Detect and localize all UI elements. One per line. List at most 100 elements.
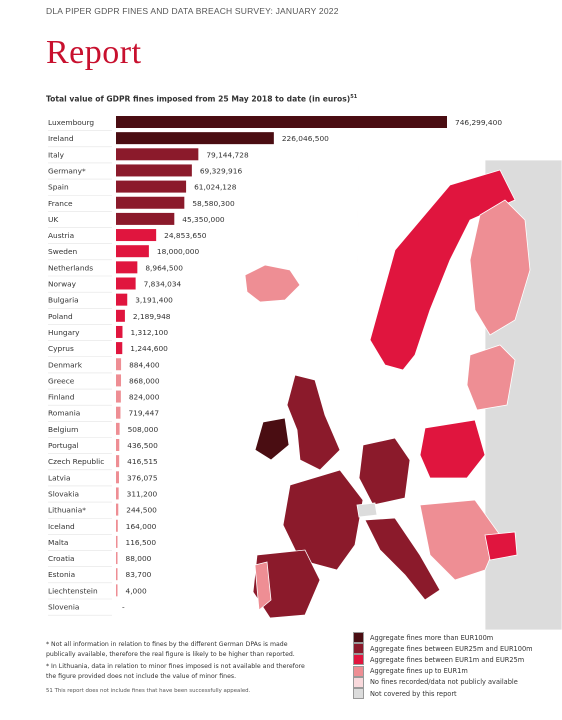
category-label-italy: Italy [48, 150, 65, 159]
category-label-austria: Austria [48, 231, 74, 240]
bar-sweden [116, 245, 149, 258]
category-label-germany: Germany* [48, 166, 86, 175]
value-label-estonia: 83,700 [126, 570, 152, 579]
footnote-lithuania: * In Lithuania, data in relation to mino… [46, 663, 305, 680]
category-label-czech-republic: Czech Republic [48, 457, 104, 466]
value-label-liechtenstein: 4,000 [126, 586, 147, 595]
bar-bulgaria [116, 293, 128, 306]
map-country-switzerland [356, 502, 378, 518]
bar-uk [116, 212, 175, 225]
value-label-germany: 69,329,916 [200, 166, 243, 175]
bar-spain [116, 180, 187, 193]
bar-croatia [116, 552, 118, 565]
legend-label: Not covered by this report [370, 689, 457, 698]
subtitle-text: Total value of GDPR fines imposed from 2… [46, 94, 351, 104]
legend-swatch [353, 688, 364, 700]
bar-portugal [116, 439, 120, 451]
legend-swatch [353, 632, 364, 644]
category-label-slovakia: Slovakia [48, 489, 79, 498]
value-label-italy: 79,144,728 [206, 150, 249, 159]
value-label-iceland: 164,000 [126, 522, 157, 531]
bar-latvia [116, 471, 119, 484]
category-label-croatia: Croatia [48, 554, 75, 563]
value-label-lithuania: 244,500 [126, 506, 157, 515]
page-title: Report [46, 34, 142, 71]
legend-item-above-100m: Aggregate fines more than EUR100m [353, 632, 533, 644]
bar-italy [116, 148, 199, 161]
legend-label: Aggregate fines between EUR1m and EUR25m [370, 655, 525, 664]
legend-label: Aggregate fines between EUR25m and EUR10… [370, 644, 533, 653]
bar-romania [116, 406, 121, 419]
bar-estonia [116, 568, 118, 581]
value-label-ireland: 226,046,500 [282, 134, 329, 143]
legend-label: Aggregate fines more than EUR100m [370, 633, 494, 642]
map-country-finland [469, 199, 531, 336]
legend-swatch [353, 654, 364, 666]
bar-germany [116, 164, 192, 177]
category-label-hungary: Hungary [48, 328, 80, 337]
value-label-latvia: 376,075 [127, 473, 158, 482]
europe-map [245, 160, 562, 630]
legend-item-no-fines: No fines recorded/data not publicly avai… [353, 676, 533, 688]
map-country-ireland [254, 417, 290, 461]
map-country-bulgaria [484, 531, 518, 561]
value-label-slovakia: 311,200 [127, 489, 158, 498]
bar-hungary [116, 325, 123, 338]
value-label-belgium: 508,000 [128, 425, 159, 434]
legend-label: No fines recorded/data not publicly avai… [370, 678, 518, 687]
bar-czech-republic [116, 455, 120, 468]
bar-slovakia [116, 487, 119, 500]
value-label-denmark: 884,400 [129, 360, 160, 369]
value-label-netherlands: 8,964,500 [145, 263, 183, 272]
category-label-poland: Poland [48, 312, 73, 321]
legend-item-not-covered: Not covered by this report [353, 688, 533, 700]
category-label-liechtenstein: Liechtenstein [48, 586, 98, 595]
subtitle-footnote-ref: 51 [350, 94, 358, 100]
legend-label: Aggregate fines up to EUR1m [370, 667, 468, 676]
footnote-appeals: 51 This report does not include fines th… [46, 688, 251, 694]
map-country-baltics [466, 344, 516, 411]
bar-iceland [116, 519, 118, 532]
survey-header: DLA PIPER GDPR FINES AND DATA BREACH SUR… [46, 6, 339, 16]
bar-finland [116, 390, 121, 403]
value-label-portugal: 436,500 [127, 441, 158, 450]
bar-france [116, 196, 185, 209]
map-legend: Aggregate fines more than EUR100m Aggreg… [353, 632, 533, 700]
bar-ireland [116, 132, 274, 145]
category-label-cyprus: Cyprus [48, 344, 74, 353]
bar-cyprus [116, 342, 123, 355]
value-label-malta: 116,500 [126, 538, 157, 547]
legend-swatch [353, 643, 364, 655]
value-label-cyprus: 1,244,600 [130, 344, 168, 353]
category-label-france: France [48, 199, 73, 208]
bar-poland [116, 309, 125, 322]
bar-norway [116, 277, 136, 290]
category-label-finland: Finland [48, 393, 75, 402]
map-country-france [282, 469, 364, 571]
category-label-netherlands: Netherlands [48, 263, 93, 272]
map-country-poland [419, 419, 486, 479]
value-label-spain: 61,024,128 [194, 183, 237, 192]
value-label-czech-republic: 416,515 [127, 457, 158, 466]
legend-item-25m-100m: Aggregate fines between EUR25m and EUR10… [353, 643, 533, 655]
value-label-croatia: 88,000 [126, 554, 152, 563]
category-label-slovenia: Slovenia [48, 603, 79, 612]
map-country-italy [364, 517, 441, 601]
value-label-hungary: 1,312,100 [130, 328, 168, 337]
value-label-norway: 7,834,034 [144, 280, 182, 289]
category-label-latvia: Latvia [48, 473, 71, 482]
category-label-portugal: Portugal [48, 441, 79, 450]
category-label-ireland: Ireland [48, 134, 74, 143]
bar-belgium [116, 422, 120, 435]
legend-item-1m-25m: Aggregate fines between EUR1m and EUR25m [353, 654, 533, 666]
category-label-estonia: Estonia [48, 570, 75, 579]
category-label-norway: Norway [48, 280, 77, 289]
bar-malta [116, 535, 118, 548]
map-country-uk [286, 374, 341, 471]
bar-liechtenstein [116, 584, 118, 597]
bar-denmark [116, 358, 122, 371]
bar-greece [116, 374, 122, 387]
bar-luxembourg [116, 116, 447, 128]
category-label-iceland: Iceland [48, 522, 75, 531]
map-country-scandinavia [369, 169, 516, 371]
